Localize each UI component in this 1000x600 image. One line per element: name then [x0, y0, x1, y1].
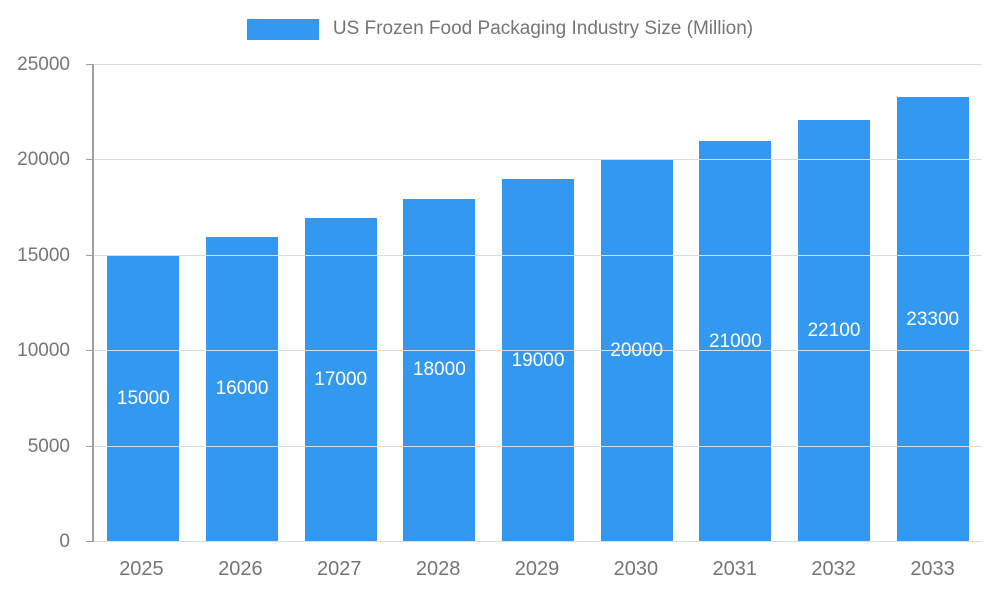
chart-legend: US Frozen Food Packaging Industry Size (…	[0, 18, 1000, 40]
bar-slot: 15000	[94, 65, 193, 542]
y-tick-label: 5000	[27, 435, 70, 457]
bar-2032: 22100	[798, 120, 871, 542]
bar-slot: 19000	[489, 65, 588, 542]
bar-2028: 18000	[403, 198, 476, 542]
x-tick-label: 2030	[613, 558, 659, 580]
x-tick-label: 2027	[316, 558, 362, 580]
y-axis-tick	[86, 541, 94, 542]
x-tick-label: 2032	[811, 558, 856, 580]
bar-slot: 18000	[390, 65, 489, 542]
x-tick-label: 2031	[712, 558, 758, 580]
plot-area: 15000 16000 17000 18000 19000 20000 21000 22100…	[86, 64, 982, 542]
x-tick-label: 2028	[415, 558, 461, 580]
y-axis-tick	[86, 254, 94, 256]
bar-value-label: 23300	[906, 308, 960, 330]
y-axis-tick	[86, 445, 94, 447]
y-axis-labels: 0 5000 10000 15000 20000 25000	[0, 54, 84, 552]
bar-2026: 16000	[206, 236, 279, 542]
bar-value-label: 22100	[807, 320, 861, 342]
bar-value-label: 18000	[412, 359, 466, 381]
legend-label: US Frozen Food Packaging Industry Size (…	[332, 18, 754, 39]
y-tick-label: 25000	[17, 54, 70, 75]
bar-slot: 20000	[587, 65, 686, 542]
bar-slot: 17000	[291, 65, 390, 542]
bar-2031: 21000	[699, 141, 772, 542]
bar-value-label: 15000	[116, 387, 170, 409]
bar-slot: 16000	[193, 65, 292, 542]
y-tick-label: 10000	[17, 340, 70, 362]
legend-swatch	[246, 18, 319, 40]
y-tick-label: 15000	[17, 244, 70, 266]
y-tick-label: 20000	[17, 149, 70, 171]
y-axis-tick	[86, 350, 94, 352]
x-axis-labels: 2025 2026 2027 2028 2029 2030 2031 2032 2033	[92, 558, 982, 586]
bar-value-label: 16000	[215, 378, 269, 400]
y-tick-label: 0	[59, 531, 70, 552]
bar-2033: 23300	[896, 97, 969, 542]
bar-slot: 21000	[686, 65, 785, 542]
y-axis-tick	[86, 64, 94, 65]
bar-2027: 17000	[304, 217, 377, 542]
bar-slot: 22100	[785, 65, 884, 542]
bar-slot: 23300	[883, 65, 982, 542]
bar-value-label: 21000	[708, 330, 762, 352]
y-axis-tick	[86, 159, 94, 161]
x-tick-label: 2033	[910, 558, 955, 580]
bar-value-label: 20000	[610, 340, 664, 362]
bar-value-label: 17000	[314, 368, 368, 390]
bar-value-label: 19000	[511, 349, 565, 371]
x-tick-label: 2026	[218, 558, 263, 580]
x-tick-label: 2025	[119, 558, 164, 580]
bars-container: 15000 16000 17000 18000 19000 20000 21000 22100…	[94, 65, 982, 542]
bar-2029: 19000	[502, 179, 575, 542]
x-tick-label: 2029	[514, 558, 560, 580]
bar-2025: 15000	[107, 255, 180, 542]
bar-2030: 20000	[600, 160, 673, 542]
